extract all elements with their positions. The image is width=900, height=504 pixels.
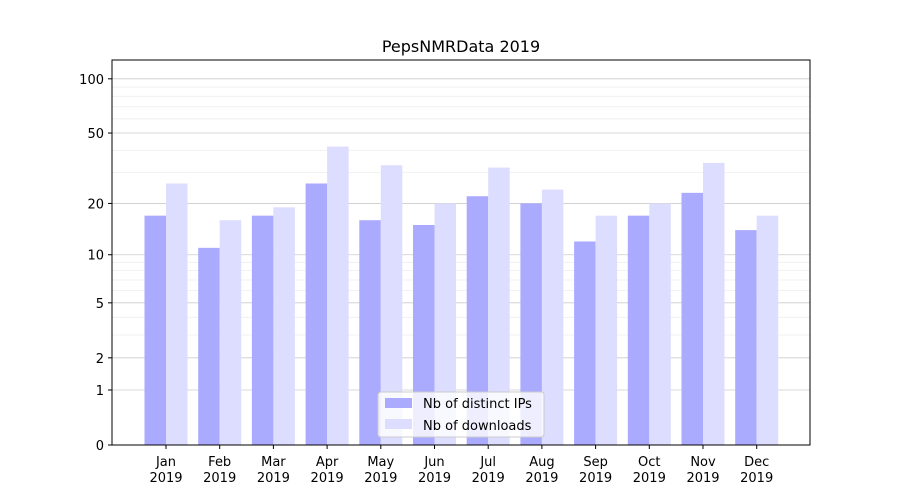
- y-tick-label: 5: [96, 297, 104, 312]
- bar-downloads: [166, 183, 188, 445]
- x-axis: Jan2019Feb2019Mar2019Apr2019May2019Jun20…: [149, 445, 773, 486]
- bars: [144, 146, 779, 446]
- y-tick-label: 1: [96, 384, 104, 399]
- legend-swatch-downloads: [385, 419, 412, 429]
- x-tick-label-year: 2019: [579, 471, 612, 486]
- x-tick-label-month: Aug: [529, 455, 554, 470]
- x-tick-label-year: 2019: [203, 471, 236, 486]
- bar-downloads: [380, 165, 403, 446]
- bar-distinct-ips: [520, 203, 542, 445]
- x-tick-label-month: Mar: [261, 455, 286, 470]
- y-tick-label: 100: [79, 73, 104, 88]
- bar-downloads: [595, 215, 618, 445]
- x-tick-label-year: 2019: [472, 471, 505, 486]
- y-tick-label: 0: [96, 439, 104, 454]
- x-tick-label-month: Nov: [690, 455, 716, 470]
- x-tick-label-year: 2019: [257, 471, 290, 486]
- x-tick-label-month: Oct: [638, 455, 660, 470]
- x-tick-label-month: Dec: [744, 455, 769, 470]
- bar-distinct-ips: [413, 225, 435, 445]
- bar-downloads: [756, 215, 779, 445]
- bar-distinct-ips: [681, 192, 703, 445]
- bar-downloads: [488, 167, 510, 445]
- x-tick-label-year: 2019: [149, 471, 182, 486]
- bar-distinct-ips: [305, 183, 328, 445]
- y-tick-label: 10: [87, 249, 104, 264]
- legend-label-ips: Nb of distinct IPs: [423, 397, 532, 412]
- x-tick-label-month: Feb: [208, 455, 231, 470]
- bar-distinct-ips: [359, 220, 381, 445]
- x-tick-label-year: 2019: [525, 471, 558, 486]
- x-tick-label-year: 2019: [418, 471, 451, 486]
- legend-box: [377, 391, 545, 438]
- bar-distinct-ips: [735, 230, 757, 445]
- plot-frame: [111, 59, 811, 446]
- x-tick-label-year: 2019: [740, 471, 773, 486]
- x-tick-label-month: Jan: [155, 455, 176, 470]
- legend-swatch-ips: [385, 398, 412, 408]
- bar-downloads: [541, 189, 564, 445]
- y-tick-label: 2: [96, 352, 104, 367]
- bar-downloads: [434, 203, 456, 445]
- x-tick-label-month: Jul: [479, 455, 496, 470]
- x-tick-label-year: 2019: [311, 471, 344, 486]
- legend-label-downloads: Nb of downloads: [423, 419, 532, 434]
- bar-downloads: [649, 203, 671, 445]
- x-tick-label-year: 2019: [686, 471, 719, 486]
- x-tick-label-year: 2019: [364, 471, 397, 486]
- bar-downloads: [219, 220, 242, 445]
- bar-downloads: [273, 207, 295, 445]
- x-tick-label-month: May: [367, 455, 394, 470]
- bar-distinct-ips: [144, 215, 166, 445]
- x-tick-label-year: 2019: [633, 471, 666, 486]
- bar-downloads: [327, 146, 349, 445]
- legend: Nb of distinct IPs Nb of downloads: [377, 391, 545, 438]
- x-tick-label-month: Apr: [316, 455, 339, 470]
- x-tick-label-month: Jun: [423, 455, 444, 470]
- bar-distinct-ips: [466, 196, 489, 445]
- bar-distinct-ips: [198, 247, 220, 445]
- y-axis: 0 1 2 5 10 20 50 100: [79, 73, 112, 454]
- y-tick-label: 20: [87, 197, 104, 212]
- bar-distinct-ips: [574, 241, 596, 445]
- x-tick-label-month: Sep: [583, 455, 608, 470]
- chart-title: PepsNMRData 2019: [382, 37, 540, 56]
- bar-distinct-ips: [627, 215, 650, 445]
- bar-downloads: [703, 162, 725, 445]
- bar-distinct-ips: [251, 215, 274, 445]
- y-tick-label: 50: [87, 127, 104, 142]
